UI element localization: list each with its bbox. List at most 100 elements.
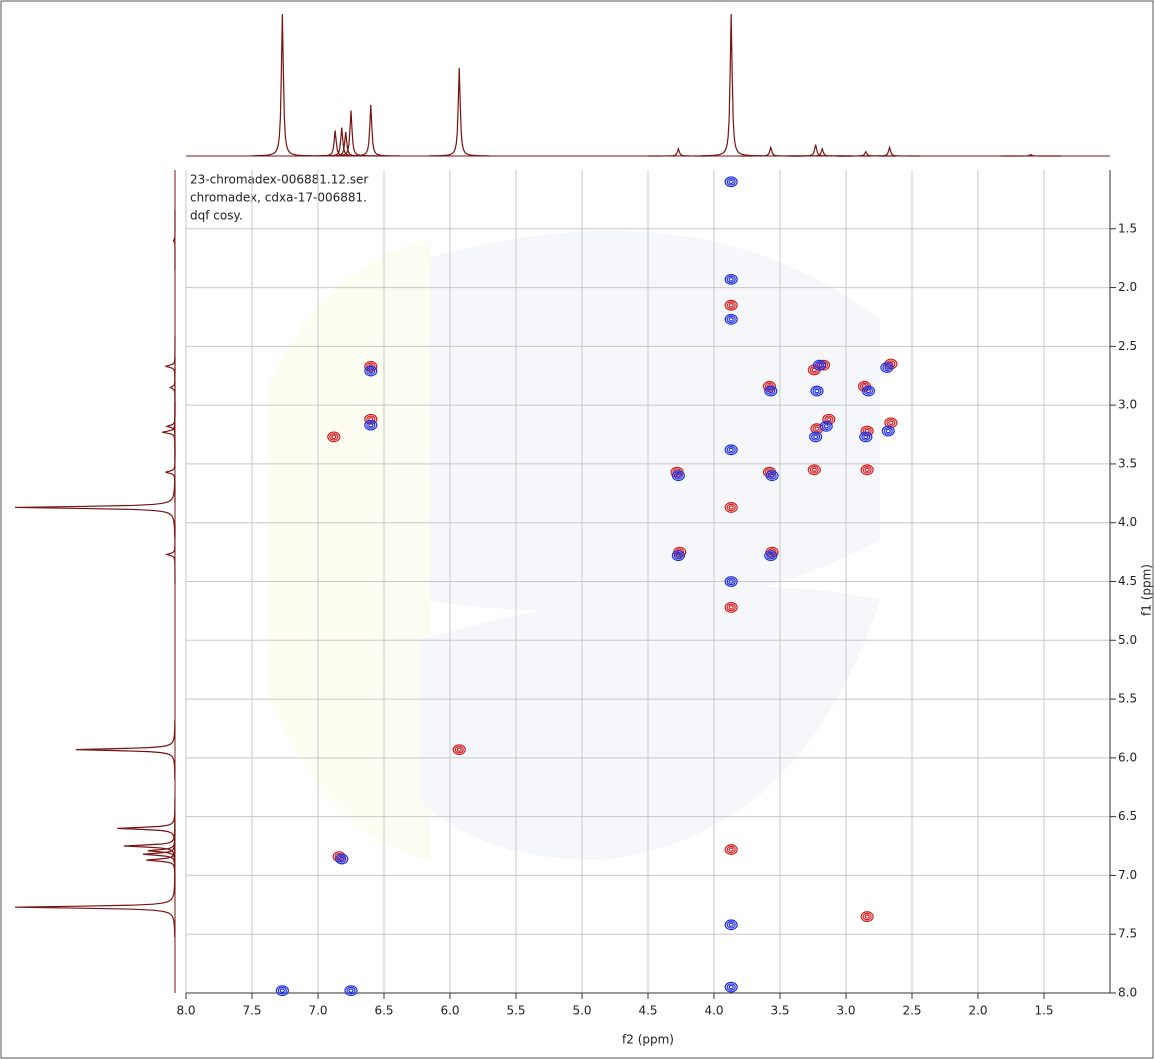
contour bbox=[673, 551, 683, 560]
contour bbox=[728, 984, 734, 990]
cross-peak bbox=[861, 385, 876, 397]
contour bbox=[724, 313, 738, 325]
contour bbox=[279, 988, 285, 993]
x-tick-label: 6.5 bbox=[374, 1004, 393, 1018]
contour bbox=[865, 388, 872, 394]
contour bbox=[724, 273, 738, 285]
contour bbox=[880, 362, 894, 373]
contour bbox=[764, 550, 778, 562]
contour bbox=[724, 299, 738, 311]
contour bbox=[675, 473, 681, 478]
cross-peak bbox=[724, 919, 738, 931]
contour bbox=[675, 553, 681, 558]
contour bbox=[826, 417, 832, 422]
contour bbox=[726, 845, 736, 854]
cross-peak bbox=[880, 362, 894, 373]
contour bbox=[726, 503, 736, 512]
x-tick-label: 2.0 bbox=[968, 1004, 987, 1018]
x-tick-label: 5.5 bbox=[506, 1004, 525, 1018]
contour bbox=[863, 434, 869, 440]
y-tick-label: 5.0 bbox=[1118, 633, 1137, 647]
contour bbox=[728, 447, 734, 453]
cross-peak bbox=[807, 464, 821, 476]
contour bbox=[821, 422, 831, 431]
contour bbox=[724, 502, 738, 513]
contour bbox=[809, 431, 823, 443]
y-tick-label: 2.0 bbox=[1118, 280, 1137, 294]
cross-peak bbox=[335, 853, 349, 865]
contour bbox=[813, 434, 819, 440]
contour bbox=[728, 277, 734, 282]
contour bbox=[814, 361, 825, 369]
watermark-shape bbox=[420, 586, 880, 860]
cross-peak bbox=[764, 385, 778, 397]
contour bbox=[819, 420, 833, 432]
cross-peak bbox=[819, 420, 833, 432]
contour bbox=[814, 388, 820, 394]
watermark bbox=[270, 230, 880, 860]
contour bbox=[724, 844, 738, 855]
cross-peak bbox=[860, 911, 874, 922]
top-peak bbox=[305, 130, 366, 157]
contour bbox=[726, 275, 736, 284]
contour bbox=[884, 417, 898, 429]
cross-peak bbox=[724, 502, 738, 513]
cross-peak bbox=[364, 419, 378, 431]
contour bbox=[881, 425, 895, 437]
x-tick-label: 7.5 bbox=[242, 1004, 261, 1018]
x-tick-label: 5.0 bbox=[572, 1004, 591, 1018]
cross-peak bbox=[881, 425, 895, 437]
y-tick-label: 5.5 bbox=[1118, 692, 1137, 706]
y-tick-label: 7.5 bbox=[1118, 927, 1137, 941]
top-peak bbox=[792, 147, 853, 157]
cross-peak bbox=[671, 550, 685, 562]
top-peak bbox=[320, 110, 382, 157]
contour bbox=[724, 444, 738, 456]
x-tick-label: 6.0 bbox=[440, 1004, 459, 1018]
cross-peak bbox=[671, 470, 685, 482]
y-tick-label: 8.0 bbox=[1118, 986, 1137, 1000]
cross-peak bbox=[275, 985, 289, 997]
contour bbox=[883, 427, 893, 435]
cross-peak bbox=[452, 744, 466, 756]
contour bbox=[368, 368, 374, 374]
y-tick-label: 4.0 bbox=[1118, 515, 1137, 529]
contour bbox=[812, 359, 827, 371]
annotation: 23-chromadex-006881.12.ser bbox=[190, 173, 368, 187]
y-tick-label: 3.0 bbox=[1118, 398, 1137, 412]
contour bbox=[860, 911, 874, 922]
left-peak bbox=[14, 877, 176, 938]
x-tick-label: 2.5 bbox=[902, 1004, 921, 1018]
contour bbox=[884, 365, 890, 370]
contour bbox=[807, 464, 821, 476]
top-peak bbox=[1000, 153, 1061, 157]
x-tick-label: 3.5 bbox=[770, 1004, 789, 1018]
contour bbox=[816, 362, 823, 368]
cross-peak bbox=[765, 470, 779, 482]
contour bbox=[885, 428, 891, 434]
cross-peak bbox=[764, 550, 778, 562]
top-peak bbox=[340, 104, 401, 157]
contour bbox=[344, 985, 358, 997]
contour bbox=[768, 553, 774, 558]
contour bbox=[809, 466, 819, 474]
contour bbox=[862, 912, 872, 921]
cross-peak bbox=[364, 365, 378, 377]
contour bbox=[671, 470, 685, 482]
contour bbox=[863, 387, 874, 395]
left-peak bbox=[164, 396, 176, 457]
cross-peak bbox=[809, 431, 823, 443]
contour bbox=[673, 471, 683, 480]
contour bbox=[823, 424, 829, 429]
cross-peak bbox=[810, 385, 824, 397]
x-tick-label: 3.0 bbox=[836, 1004, 855, 1018]
contour bbox=[452, 744, 466, 756]
contour bbox=[769, 473, 775, 478]
left-peak bbox=[168, 357, 176, 418]
y-tick-label: 7.0 bbox=[1118, 868, 1137, 882]
contour bbox=[728, 303, 734, 308]
contour bbox=[724, 981, 738, 993]
left-peak bbox=[142, 824, 176, 885]
contour bbox=[456, 747, 462, 752]
